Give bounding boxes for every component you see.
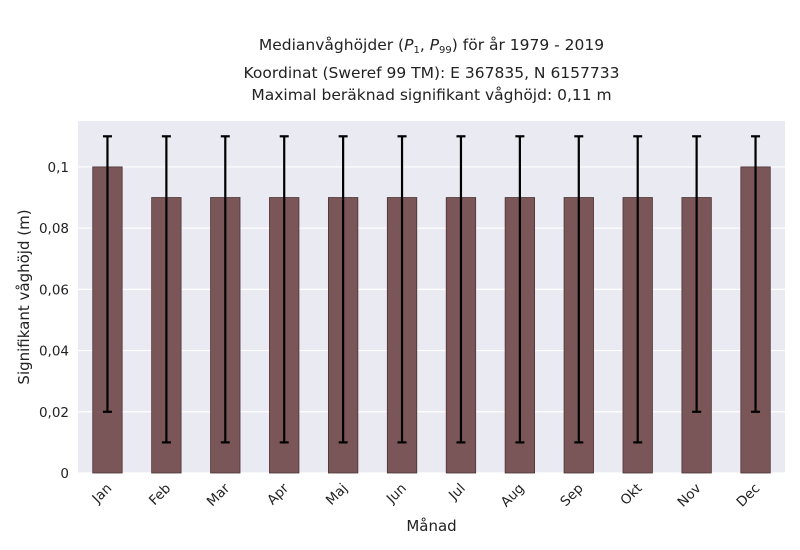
- error-bar: [338, 135, 348, 444]
- x-tick-labels: Jan Feb Mar Apr Maj Jun Jul Aug Sep Okt Nov Dec: [89, 480, 764, 510]
- y-tick-labels: 0 0,02 0,04 0,06 0,08 0,1: [39, 160, 69, 482]
- x-tick-label: Apr: [264, 480, 292, 508]
- title-prefix: Medianvåghöjder (: [258, 36, 405, 54]
- chart-title: Medianvåghöjder (P1, P99) för år 1979 - …: [78, 34, 785, 106]
- plot-area: [78, 121, 785, 473]
- x-tick-label: Jun: [383, 481, 410, 508]
- x-tick-label: Nov: [675, 481, 705, 511]
- x-tick-label: Maj: [323, 481, 351, 509]
- x-axis-label: Månad: [406, 517, 456, 535]
- x-tick-label: Okt: [617, 481, 645, 509]
- y-tick-label: 0,02: [39, 405, 69, 421]
- p99-subscript: 99: [439, 45, 452, 56]
- p99-letter: P: [429, 36, 440, 54]
- error-bar: [574, 135, 584, 444]
- y-tick-label: 0,04: [39, 344, 69, 360]
- x-tick-label: Sep: [557, 481, 586, 510]
- x-tick-label: Feb: [146, 481, 174, 509]
- y-tick-label: 0,08: [39, 221, 69, 237]
- chart-title-line-2: Koordinat (Sweref 99 TM): E 367835, N 61…: [243, 64, 620, 82]
- gridlines: [78, 166, 785, 474]
- x-tick-label: Mar: [204, 480, 234, 510]
- p1-subscript: 1: [413, 45, 420, 56]
- p1-letter: P: [404, 36, 414, 54]
- chart-title-line-3: Maximal beräknad signifikant våghöjd: 0,…: [251, 86, 612, 104]
- error-bar: [102, 135, 112, 413]
- error-bar: [279, 135, 289, 444]
- error-bar: [456, 135, 466, 444]
- chart-title-line-1: Medianvåghöjder (P1, P99) för år 1979 - …: [258, 36, 605, 56]
- x-tick-label: Jan: [89, 481, 116, 508]
- error-bar: [515, 135, 525, 444]
- error-bars: [102, 135, 761, 444]
- error-bar: [397, 135, 407, 444]
- error-bar: [220, 135, 230, 444]
- y-tick-label: 0,06: [39, 282, 69, 298]
- error-bar: [633, 135, 643, 444]
- error-bar: [692, 135, 702, 413]
- y-tick-label: 0,1: [48, 160, 69, 176]
- x-tick-label: Dec: [734, 481, 764, 511]
- y-axis-label: Signifikant våghöjd (m): [15, 209, 33, 384]
- x-tick-label: Jul: [445, 481, 469, 505]
- error-bar: [161, 135, 171, 444]
- title-suffix: ) för år 1979 - 2019: [451, 36, 605, 54]
- error-bar: [751, 135, 761, 413]
- x-tick-label: Aug: [498, 481, 528, 511]
- y-tick-label: 0: [60, 466, 69, 482]
